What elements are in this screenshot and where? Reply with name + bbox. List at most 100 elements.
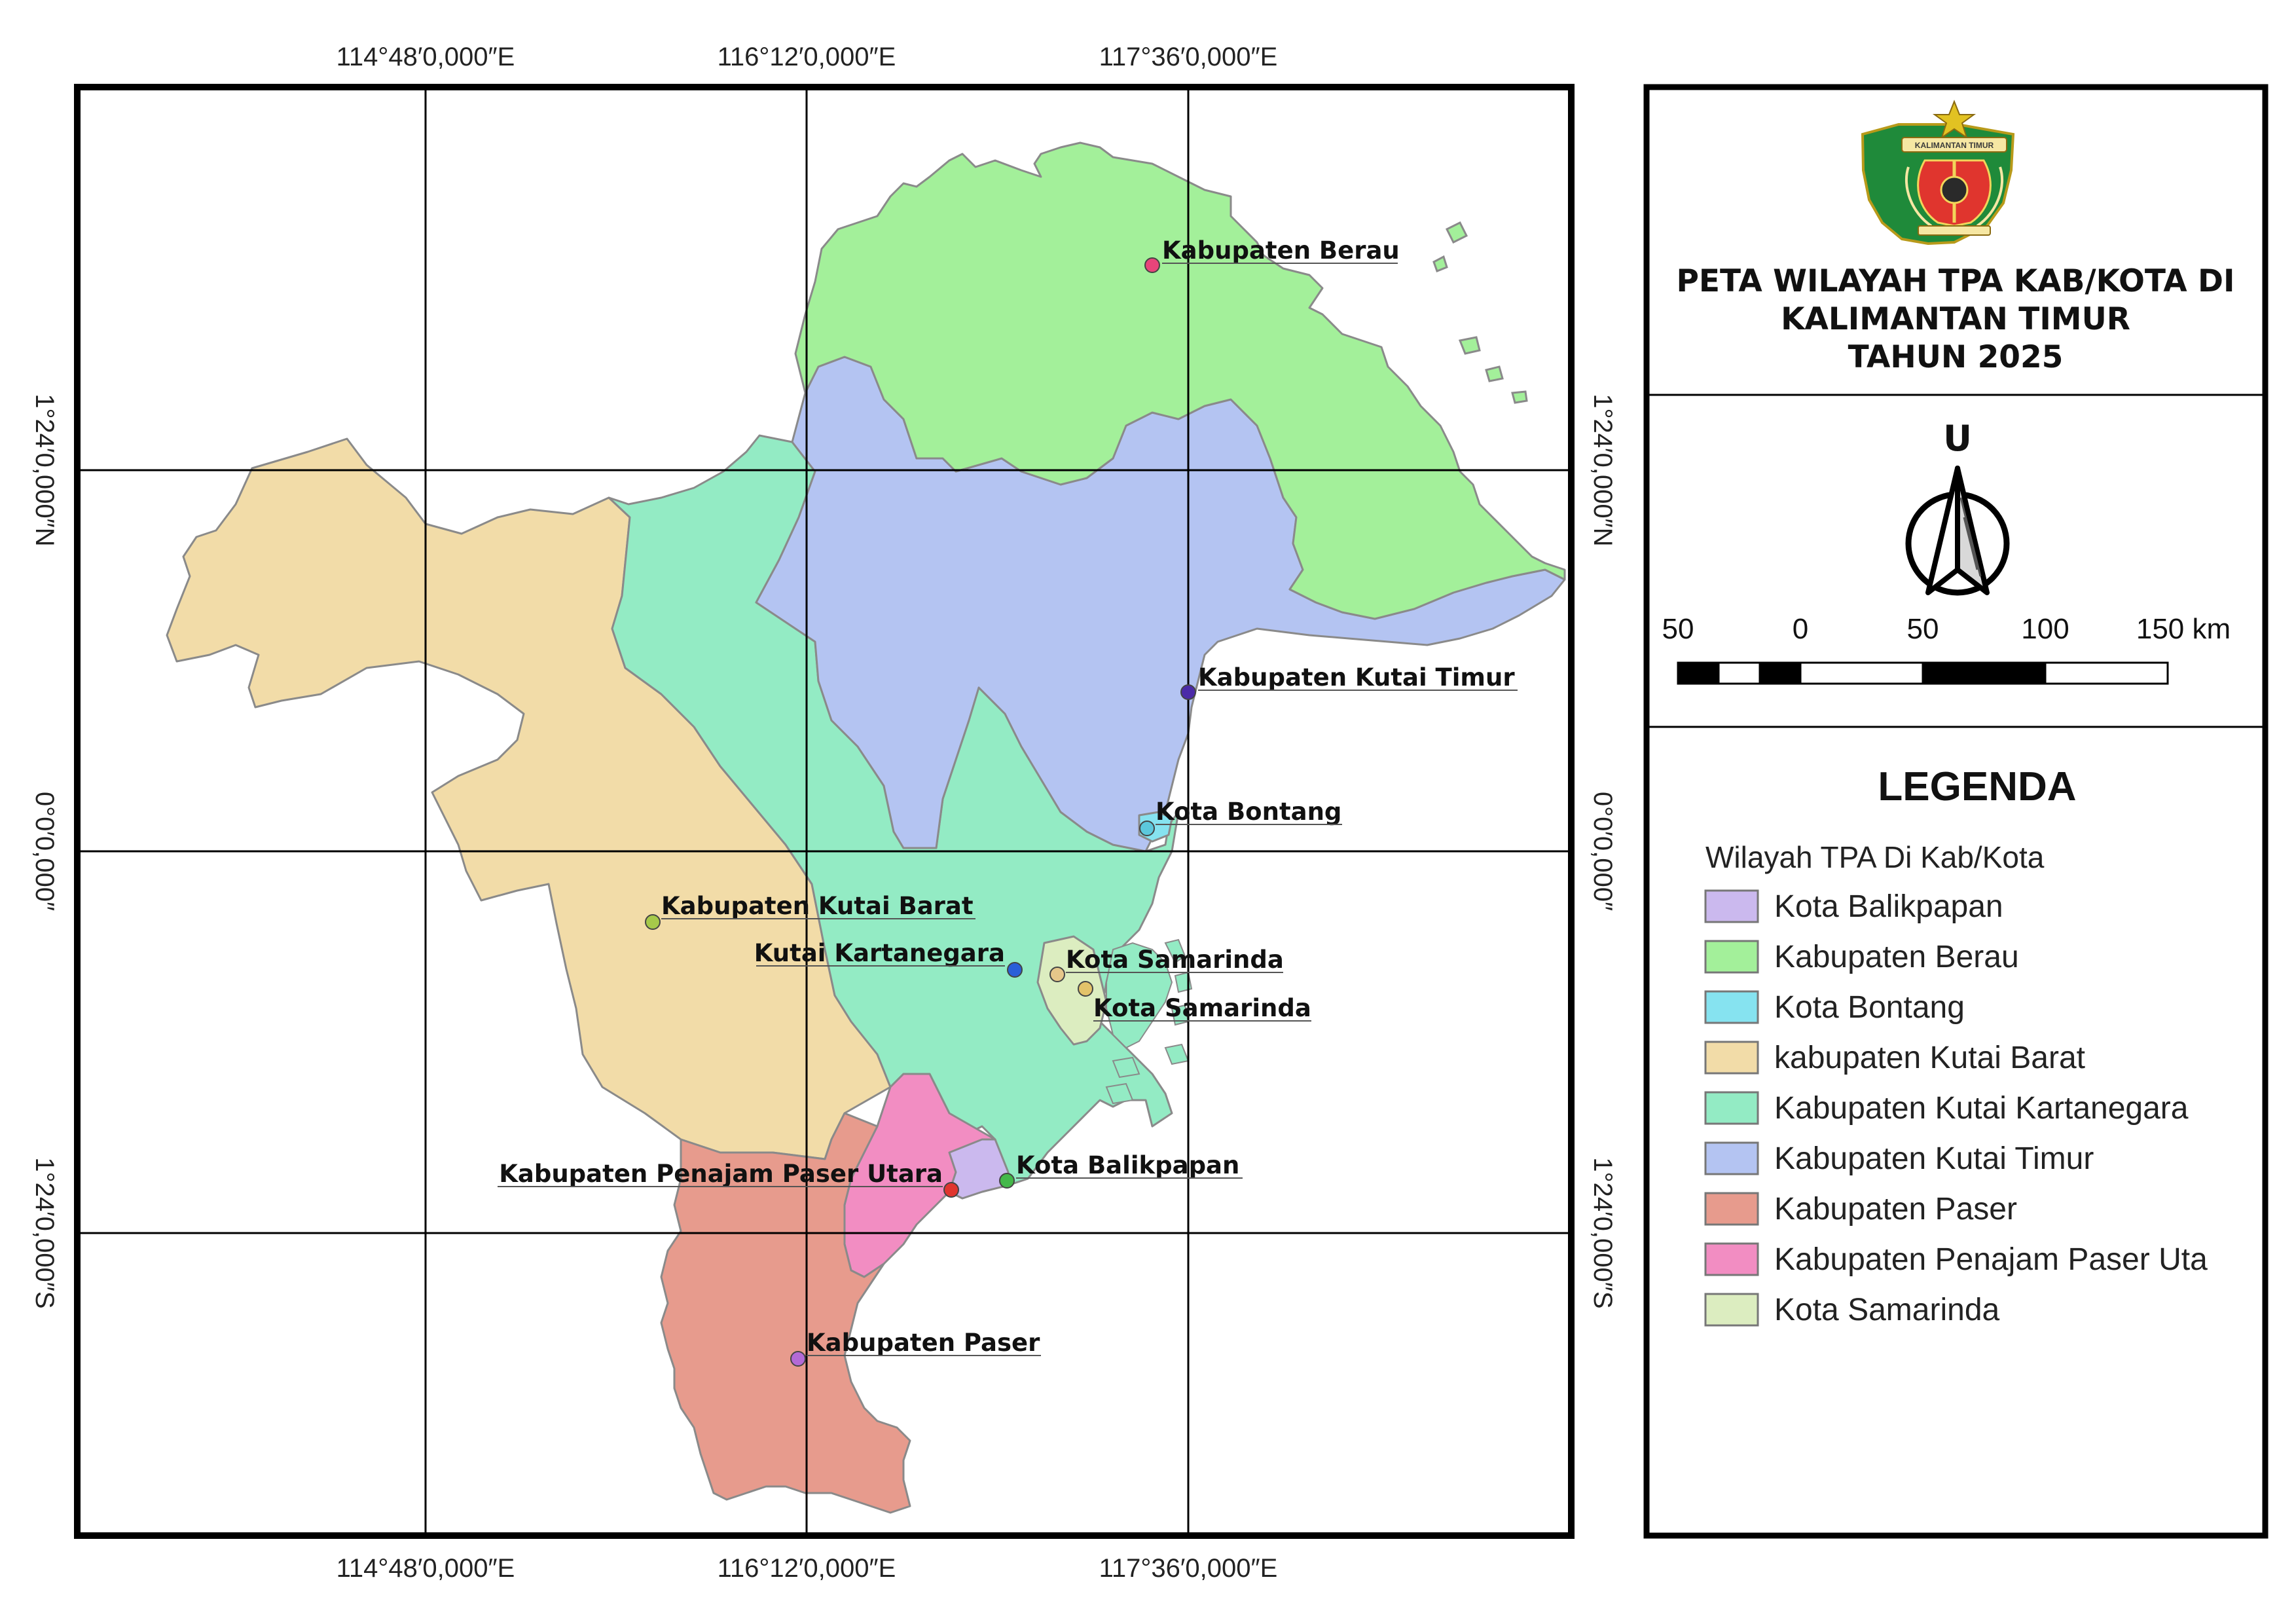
place-label: Kota Samarinda bbox=[1066, 946, 1284, 974]
place-dot[interactable] bbox=[1144, 257, 1160, 273]
top-coord: 116°12′0,000″E bbox=[718, 43, 896, 71]
legend-label: Kabupaten Kutai Kartanegara bbox=[1774, 1091, 2189, 1126]
legend-swatch bbox=[1704, 940, 1759, 974]
place-dot[interactable] bbox=[1007, 962, 1023, 978]
legend-item: Kabupaten Penajam Paser Uta bbox=[1704, 1242, 2208, 1277]
region-shapes bbox=[166, 141, 1566, 1514]
legend-item: Kota Bontang bbox=[1704, 990, 1965, 1025]
place-kutai-kartanegara[interactable]: Kutai Kartanegara bbox=[754, 939, 1023, 978]
title-line: TAHUN 2025 bbox=[1848, 339, 2064, 375]
legend-subtitle: Wilayah TPA Di Kab/Kota bbox=[1705, 840, 2045, 874]
place-label: Kabupaten Kutai Timur bbox=[1198, 663, 1515, 692]
legend-swatch bbox=[1704, 1242, 1759, 1276]
legend-item: Kota Samarinda bbox=[1704, 1293, 2000, 1327]
scale-label: 50 bbox=[1907, 613, 1939, 645]
place-kabupaten-paser[interactable]: Kabupaten Paser bbox=[790, 1329, 1041, 1367]
legend-swatch bbox=[1704, 1192, 1759, 1226]
legend: LEGENDA Wilayah TPA Di Kab/Kota Kota Bal… bbox=[1704, 764, 2208, 1327]
place-kabupaten-penajam-paser-utara[interactable]: Kabupaten Penajam Paser Utara bbox=[498, 1160, 959, 1198]
place-kabupaten-kutai-barat[interactable]: Kabupaten Kutai Barat bbox=[645, 892, 975, 930]
bottom-coord: 117°36′0,000″E bbox=[1099, 1554, 1278, 1583]
coordinate-labels: 114°48′0,000″E 116°12′0,000″E 117°36′0,0… bbox=[30, 43, 1617, 1583]
legend-swatch bbox=[1704, 1141, 1759, 1175]
scale-label: 0 bbox=[1793, 613, 1808, 645]
place-markers: Kabupaten Berau Kabupaten Kutai Timur Ko… bbox=[498, 236, 1518, 1367]
place-label: Kota Bontang bbox=[1156, 798, 1341, 826]
island-details bbox=[1432, 221, 1528, 404]
place-dot[interactable] bbox=[943, 1182, 959, 1198]
top-coord: 117°36′0,000″E bbox=[1099, 43, 1278, 71]
legend-swatch bbox=[1704, 1041, 1759, 1075]
north-arrow-icon: U bbox=[1905, 418, 2010, 596]
top-coord: 114°48′0,000″E bbox=[337, 43, 515, 71]
place-label: Kota Samarinda bbox=[1093, 994, 1311, 1022]
scale-bar: 50 0 50 100 150 km bbox=[1662, 613, 2231, 685]
region-paser[interactable] bbox=[660, 1112, 911, 1514]
place-kota-balikpapan[interactable]: Kota Balikpapan bbox=[999, 1151, 1243, 1189]
place-label: Kabupaten Paser bbox=[807, 1329, 1040, 1357]
place-dot[interactable] bbox=[1139, 821, 1155, 836]
right-coord: 0°0′0,000″ bbox=[1588, 792, 1617, 911]
legend-swatch bbox=[1704, 990, 1759, 1024]
legend-swatch bbox=[1704, 889, 1759, 923]
legend-item: Kabupaten Paser bbox=[1704, 1192, 2017, 1227]
legend-item: Kabupaten Kutai Kartanegara bbox=[1704, 1091, 2189, 1126]
place-dot[interactable] bbox=[1078, 981, 1093, 997]
place-dot[interactable] bbox=[1180, 684, 1196, 700]
scale-label: 100 bbox=[2021, 613, 2069, 645]
place-kabupaten-kutai-timur[interactable]: Kabupaten Kutai Timur bbox=[1180, 663, 1518, 700]
legend-label: Kota Samarinda bbox=[1774, 1293, 2000, 1327]
left-coord: 1°24′0,000″N bbox=[30, 394, 59, 546]
legend-label: Kabupaten Penajam Paser Uta bbox=[1774, 1242, 2208, 1277]
place-kota-samarinda-2[interactable]: Kota Samarinda bbox=[1078, 981, 1311, 1022]
legend-label: Kota Bontang bbox=[1774, 990, 1965, 1025]
place-kota-bontang[interactable]: Kota Bontang bbox=[1139, 798, 1342, 836]
bottom-coord: 116°12′0,000″E bbox=[718, 1554, 896, 1583]
legend-label: Kabupaten Kutai Timur bbox=[1774, 1141, 2094, 1176]
legend-label: Kota Balikpapan bbox=[1774, 889, 2003, 924]
legend-label: Kabupaten Paser bbox=[1774, 1192, 2017, 1227]
map-area: Kabupaten Berau Kabupaten Kutai Timur Ko… bbox=[74, 84, 1575, 1539]
place-kota-samarinda-1[interactable]: Kota Samarinda bbox=[1049, 946, 1284, 982]
place-label: Kota Balikpapan bbox=[1016, 1151, 1239, 1179]
info-panel: KALIMANTAN TIMUR PETA WILAYAH TPA KAB/KO… bbox=[1643, 84, 2269, 1539]
legend-label: Kabupaten Berau bbox=[1774, 940, 2019, 974]
title-line: PETA WILAYAH TPA KAB/KOTA DI bbox=[1676, 263, 2234, 299]
place-label: Kabupaten Penajam Paser Utara bbox=[499, 1160, 943, 1188]
region-balikpapan[interactable] bbox=[948, 1138, 1010, 1200]
right-coord: 1°24′0,000″S bbox=[1588, 1157, 1617, 1308]
place-dot[interactable] bbox=[999, 1173, 1015, 1189]
place-dot[interactable] bbox=[645, 914, 661, 930]
legend-item: Kabupaten Berau bbox=[1704, 940, 2019, 974]
place-kabupaten-berau[interactable]: Kabupaten Berau bbox=[1144, 236, 1400, 273]
place-label: Kutai Kartanegara bbox=[754, 939, 1005, 967]
legend-item: kabupaten Kutai Barat bbox=[1704, 1041, 2085, 1075]
map-title: PETA WILAYAH TPA KAB/KOTA DI KALIMANTAN … bbox=[1676, 263, 2234, 375]
legend-swatch bbox=[1704, 1293, 1759, 1327]
region-berau[interactable] bbox=[794, 141, 1566, 620]
title-line: KALIMANTAN TIMUR bbox=[1781, 301, 2130, 337]
legend-title: LEGENDA bbox=[1878, 764, 2076, 809]
emblem-text: KALIMANTAN TIMUR bbox=[1915, 141, 1994, 150]
province-emblem-icon: KALIMANTAN TIMUR bbox=[1861, 100, 2015, 246]
region-samarinda[interactable] bbox=[1036, 935, 1108, 1046]
legend-item: Kota Balikpapan bbox=[1704, 889, 2003, 924]
left-coord: 0°0′0,000″ bbox=[30, 792, 59, 911]
scale-label: 50 bbox=[1662, 613, 1694, 645]
right-coord: 1°24′0,000″N bbox=[1588, 394, 1617, 546]
legend-item: Kabupaten Kutai Timur bbox=[1704, 1141, 2094, 1176]
legend-swatch bbox=[1704, 1091, 1759, 1125]
north-letter: U bbox=[1943, 418, 1972, 459]
place-dot[interactable] bbox=[790, 1351, 806, 1367]
scale-label: 150 km bbox=[2136, 613, 2231, 645]
place-label: Kabupaten Berau bbox=[1162, 236, 1400, 265]
map-frame bbox=[74, 84, 1575, 1539]
place-dot[interactable] bbox=[1049, 967, 1065, 982]
place-label: Kabupaten Kutai Barat bbox=[661, 892, 974, 920]
legend-label: kabupaten Kutai Barat bbox=[1774, 1041, 2085, 1075]
graticule bbox=[77, 87, 1571, 1536]
bottom-coord: 114°48′0,000″E bbox=[337, 1554, 515, 1583]
left-coord: 1°24′0,000″S bbox=[30, 1157, 59, 1308]
emblem-ribbon bbox=[1901, 137, 2007, 153]
